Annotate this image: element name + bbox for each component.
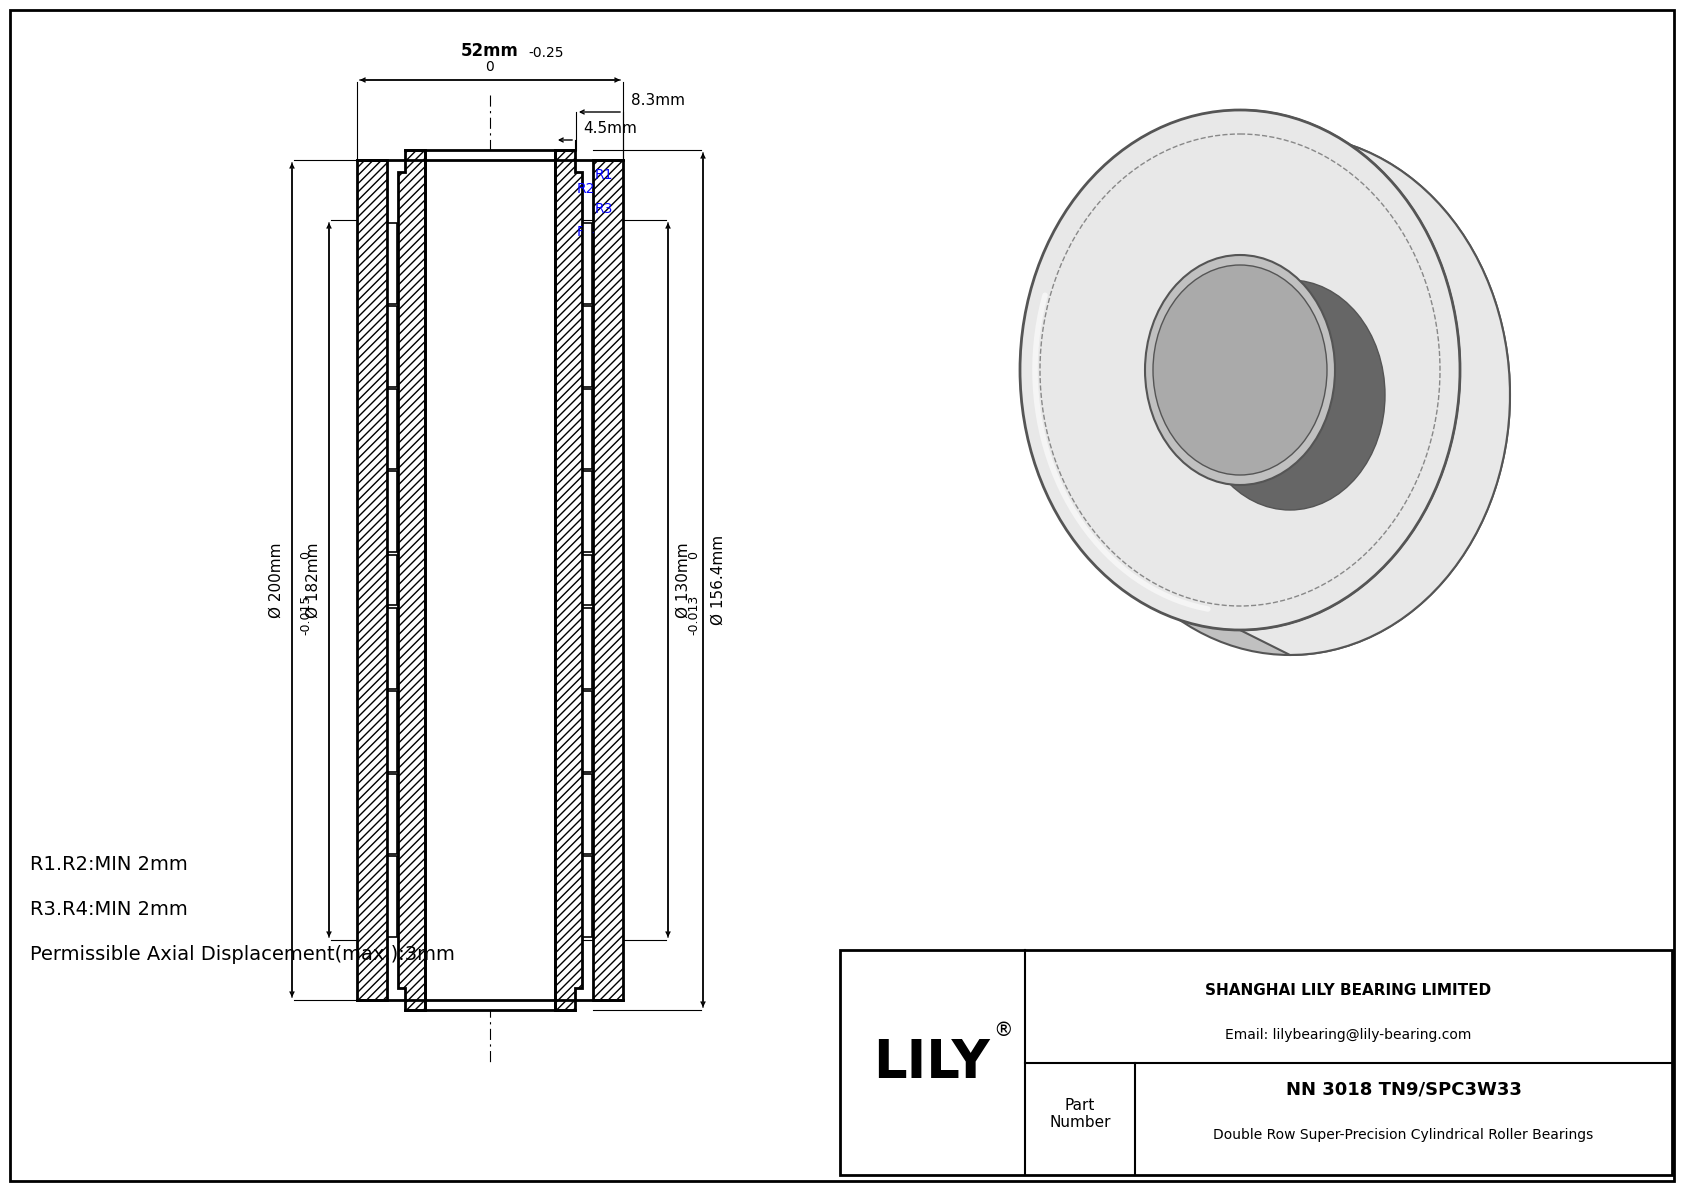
Bar — [387, 472, 397, 551]
Bar — [387, 388, 397, 469]
Text: R4: R4 — [578, 225, 596, 239]
Polygon shape — [593, 160, 623, 1000]
Bar — [583, 691, 593, 772]
Bar — [387, 306, 397, 387]
Polygon shape — [556, 150, 583, 1010]
Bar — [840, 950, 1672, 1176]
Bar — [424, 150, 556, 1010]
Text: LILY: LILY — [874, 1036, 990, 1089]
Ellipse shape — [1021, 110, 1460, 630]
Bar — [583, 555, 593, 605]
Text: Permissible Axial Displacement(max.):3mm: Permissible Axial Displacement(max.):3mm — [30, 944, 455, 964]
Bar — [583, 306, 593, 387]
Ellipse shape — [1069, 135, 1511, 655]
Text: Part
Number: Part Number — [1049, 1098, 1111, 1130]
Text: R3: R3 — [594, 202, 613, 216]
Ellipse shape — [1154, 266, 1327, 475]
Polygon shape — [1239, 110, 1511, 655]
Text: 0: 0 — [300, 551, 313, 559]
Text: Ø 182mm: Ø 182mm — [306, 542, 322, 618]
Bar — [583, 856, 593, 937]
Bar — [583, 223, 593, 304]
Bar — [583, 472, 593, 551]
Bar — [387, 773, 397, 854]
Text: 8.3mm: 8.3mm — [632, 93, 685, 108]
Text: -0.015: -0.015 — [300, 594, 313, 635]
Polygon shape — [397, 150, 424, 1010]
Bar — [387, 607, 397, 688]
Bar — [583, 773, 593, 854]
Bar — [583, 607, 593, 688]
Text: R1: R1 — [594, 168, 613, 182]
Text: 0: 0 — [687, 551, 701, 559]
Bar — [387, 856, 397, 937]
Text: R3.R4:MIN 2mm: R3.R4:MIN 2mm — [30, 900, 187, 919]
Polygon shape — [357, 160, 387, 1000]
Text: -0.013: -0.013 — [687, 594, 701, 635]
Bar — [387, 691, 397, 772]
Text: Double Row Super-Precision Cylindrical Roller Bearings: Double Row Super-Precision Cylindrical R… — [1214, 1128, 1593, 1141]
Text: Ø 156.4mm: Ø 156.4mm — [711, 535, 726, 625]
Ellipse shape — [1196, 280, 1384, 510]
Text: 4.5mm: 4.5mm — [583, 121, 637, 136]
Text: R1.R2:MIN 2mm: R1.R2:MIN 2mm — [30, 855, 187, 874]
Ellipse shape — [1145, 255, 1335, 485]
Bar — [387, 555, 397, 605]
Text: Ø 200mm: Ø 200mm — [269, 542, 285, 618]
Text: -0.25: -0.25 — [529, 46, 564, 60]
Bar — [387, 223, 397, 304]
Ellipse shape — [1196, 280, 1384, 510]
Text: ®: ® — [994, 1021, 1012, 1040]
Text: R2: R2 — [578, 182, 596, 197]
Text: Email: lilybearing@lily-bearing.com: Email: lilybearing@lily-bearing.com — [1226, 1029, 1472, 1042]
Text: SHANGHAI LILY BEARING LIMITED: SHANGHAI LILY BEARING LIMITED — [1206, 983, 1492, 998]
Text: 0: 0 — [485, 60, 495, 74]
Bar — [583, 388, 593, 469]
Text: NN 3018 TN9/SPC3W33: NN 3018 TN9/SPC3W33 — [1285, 1080, 1521, 1098]
Text: Ø 130mm: Ø 130mm — [675, 542, 690, 618]
Text: 52mm: 52mm — [461, 42, 519, 60]
